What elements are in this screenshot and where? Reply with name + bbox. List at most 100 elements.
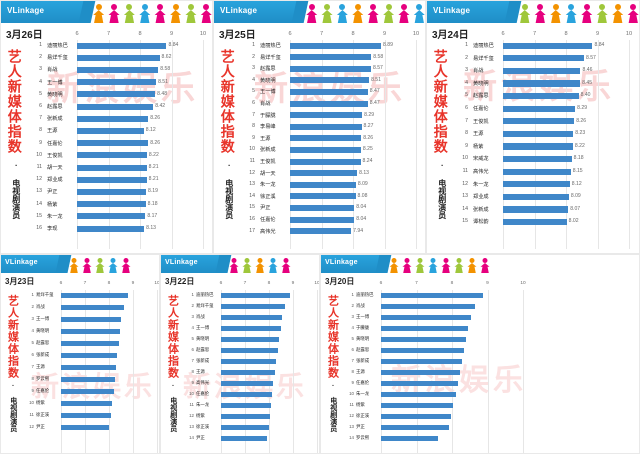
- table-row: 10 任嘉伦: [187, 391, 319, 402]
- table-row: 16 任嘉伦 8.04: [248, 216, 424, 228]
- table-row: 8 罗云熙: [27, 376, 159, 388]
- vlinkage-logo-text-3: VLinkage: [5, 259, 38, 266]
- rank-label: 4: [465, 79, 468, 86]
- panel-subtitle-1: · 电视剧演员: [224, 161, 234, 219]
- rank-label: 1: [31, 292, 34, 297]
- person-icon: [565, 4, 578, 23]
- table-row: 8 王源 8.12: [35, 127, 211, 139]
- axis-tick-label: 8: [138, 31, 142, 37]
- bar: [77, 188, 146, 196]
- bar: [77, 164, 147, 171]
- axis-tick-label: 7: [415, 281, 418, 286]
- table-row: 2 易烊千玺 8.58: [248, 54, 424, 66]
- bar: [61, 364, 116, 370]
- bar: [381, 325, 469, 331]
- bar: [503, 105, 576, 112]
- rank-label: 2: [252, 53, 255, 60]
- rank-label: 1: [465, 42, 468, 48]
- grid-line: [353, 40, 354, 249]
- bar-value-label: 8.24: [362, 158, 373, 164]
- figure-strip-4: [225, 255, 319, 273]
- bar: [290, 193, 356, 200]
- bar: [77, 152, 147, 159]
- axis-tick-label: 10: [520, 281, 526, 286]
- person-icon: [534, 4, 547, 23]
- table-row: 6 张新成: [27, 352, 159, 364]
- rank-label: 12: [249, 169, 255, 176]
- rank-label: 2: [31, 304, 34, 309]
- artist-name: 易烊千玺: [260, 54, 281, 61]
- artist-name: 朱一龙: [196, 402, 210, 407]
- table-row: 11 胡一天 8.21: [35, 164, 211, 176]
- rank-label: 1: [39, 42, 42, 48]
- person-icon: [321, 4, 333, 23]
- bar-value-label: 8.17: [147, 212, 158, 219]
- grid-line: [109, 290, 110, 453]
- bar-value-label: 8.21: [148, 164, 159, 170]
- artist-name: 迪丽热巴: [260, 43, 281, 49]
- vlinkage-logo-text-5: VLinkage: [325, 259, 358, 266]
- artist-name: 胡一天: [47, 165, 63, 171]
- bar-value-label: 8.23: [575, 130, 586, 137]
- bar: [77, 225, 145, 232]
- person-icon: [581, 4, 593, 23]
- bar-value-label: 8.45: [582, 79, 593, 86]
- bar: [290, 42, 382, 49]
- artist-name: 王一博: [36, 316, 50, 321]
- artist-name: 赵露思: [473, 93, 489, 100]
- rank-label: 11: [249, 158, 255, 164]
- rank-label: 13: [462, 193, 468, 200]
- panel-header-1: VLinkage: [214, 1, 425, 23]
- table-row: 6 肖战 8.47: [248, 100, 424, 112]
- bar: [503, 155, 572, 163]
- panel-title-0: 艺人新媒体指数: [6, 49, 23, 154]
- bar: [77, 115, 149, 122]
- figure-strip-2: [515, 1, 639, 23]
- panel-title-1: 艺人新媒体指数: [219, 49, 236, 154]
- panel-header-4: VLinkage: [161, 255, 319, 273]
- axis-tick-label: 8: [107, 281, 111, 286]
- rank-label: 10: [189, 391, 194, 396]
- bar-chart-4: 6 7 8 9 10 1 迪丽热巴 2 易烊千玺 3 肖战 4 王一博 5 黄晓明 6 赵露思 7 张新成 8 王源 9 高…: [187, 281, 319, 453]
- table-row: 9 高伟光: [187, 380, 319, 391]
- grid-line: [629, 40, 630, 249]
- panel-subtitle-5: · 电视剧演员: [329, 383, 337, 432]
- rank-label: 6: [351, 347, 354, 352]
- person-icon: [627, 4, 640, 23]
- table-row: 8 王源 8.23: [461, 130, 637, 143]
- panel-title-3: 艺人新媒体指数: [6, 295, 19, 379]
- axis-tick-label: 7: [243, 281, 247, 286]
- bar: [290, 170, 358, 177]
- axis-tick-label: 6: [379, 281, 383, 286]
- table-row: 3 肖战: [187, 314, 319, 325]
- grid-line: [321, 40, 323, 249]
- artist-name: 郑业成: [473, 194, 489, 201]
- bar-value-label: 8.13: [146, 225, 157, 231]
- table-row: 5 黄晓明 8.48: [35, 91, 211, 103]
- bar: [221, 435, 268, 441]
- table-row: 10 杨紫: [27, 400, 159, 412]
- rank-label: 4: [39, 78, 42, 85]
- bar-value-label: 8.89: [383, 42, 393, 48]
- bar: [381, 424, 450, 430]
- table-row: 3 赵露思 8.57: [248, 65, 424, 77]
- bar: [290, 112, 363, 119]
- axis-tick-label: 9: [486, 281, 489, 286]
- bar-value-label: 8.46: [582, 67, 593, 74]
- table-row: 12 郑业成 8.21: [35, 176, 211, 188]
- panel-date-0: 3月26日: [6, 30, 43, 41]
- rank-label: 16: [249, 216, 255, 222]
- artist-name: 任嘉伦: [260, 217, 276, 223]
- artist-name: 赵露思: [47, 104, 63, 110]
- vlinkage-logo-badge-1: VLinkage: [214, 1, 300, 23]
- table-row: 4 黄晓明: [27, 328, 159, 340]
- bar-value-label: 8.12: [145, 127, 156, 134]
- rank-label: 10: [29, 400, 34, 405]
- table-row: 11 杨紫: [347, 402, 527, 413]
- bar-value-label: 8.62: [161, 54, 172, 61]
- axis-tick-label: 9: [169, 31, 174, 37]
- artist-name: 任嘉伦: [47, 140, 63, 147]
- artist-name: 肖战: [196, 314, 205, 319]
- artist-name: 迪丽热巴: [473, 43, 494, 49]
- table-row: 5 黄晓明: [187, 336, 319, 347]
